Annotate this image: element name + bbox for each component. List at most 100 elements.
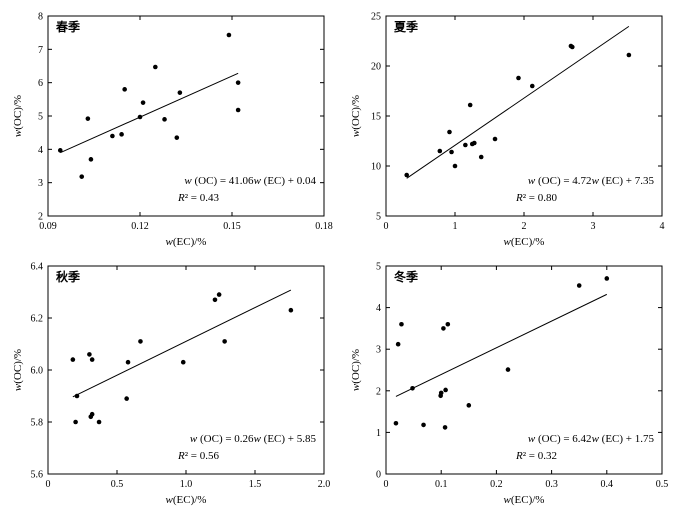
plot-frame [385,265,663,475]
data-point [410,386,415,391]
data-point [122,87,127,92]
x-tick-label: 0.4 [601,479,614,490]
y-tick-label: 0 [376,470,381,481]
data-point [89,357,95,362]
x-axis-label: w(EC)/% [166,494,207,506]
y-tick-label: 25 [371,12,381,23]
data-point [395,341,401,347]
data-point [399,321,404,327]
x-tick-label: 0 [46,479,51,490]
chart-panel-3: 0 0.5 1.0 1.5 2.0 5.6 5.8 6.0 6.2 6.4 秋季 w (OC) = 0… [12,262,330,507]
data-point [87,352,92,357]
data-point [79,174,85,179]
data-point [140,100,146,105]
y-tick-label: 6.2 [31,314,44,325]
data-point [441,326,446,331]
y-tick-label: 15 [371,112,381,123]
data-point [96,419,102,425]
x-tick-label: 1 [453,221,458,232]
y-tick-label: 5.8 [31,418,44,429]
y-tick-label: 20 [371,62,381,73]
data-point [180,359,186,365]
data-point [125,359,131,365]
x-tick-label: 0.12 [131,221,149,232]
y-tick-label: 6 [38,78,43,89]
panel-title: 秋季 [56,269,81,284]
data-point [516,75,521,81]
data-point [472,140,477,146]
regression-equation: w (OC) = 4.72w (EC) + 7.35 [528,175,655,187]
data-point [466,403,472,408]
x-axis-label: w(EC)/% [166,236,207,248]
regression-line [395,293,608,397]
data-point [437,148,443,154]
data-point [235,107,241,113]
y-axis-label: w(OC)/% [12,349,24,391]
x-tick-label: 1.0 [180,479,193,490]
data-point [226,32,232,38]
data-point [447,129,452,135]
x-tick-label: 0.3 [545,479,558,490]
data-point [88,157,94,162]
data-point [505,367,511,372]
x-tick-label: 0.5 [111,479,124,490]
y-axis-label: w(OC)/% [12,95,24,137]
x-tick-label: 0.09 [39,221,57,232]
data-point [445,321,451,327]
y-tick-label: 6.0 [31,366,44,377]
data-point [110,133,115,139]
data-point [492,136,498,142]
data-point [467,102,473,108]
y-tick-label: 5 [38,112,43,123]
x-tick-label: 3 [591,221,596,232]
data-point [137,114,143,120]
panel-title: 冬季 [394,269,419,284]
data-point [442,425,448,430]
chart-panel-1: 0.09 0.12 0.15 0.18 2 3 4 5 6 7 8 春季 w (OC) = 41.06w… [12,12,333,249]
r-squared-label: R² = 0.43 [177,192,219,204]
y-tick-label: 3 [38,178,43,189]
data-point [570,44,575,50]
data-point [212,297,218,303]
data-point [70,357,76,362]
y-axis-label: w(OC)/% [350,349,362,391]
data-point [222,339,227,344]
r-squared-label: R² = 0.32 [515,450,557,462]
data-point [604,276,610,281]
regression-line [406,25,630,179]
x-tick-label: 1.5 [249,479,262,490]
data-point [404,172,410,178]
y-tick-label: 2 [376,386,381,397]
data-point [443,387,448,393]
x-tick-label: 0.2 [490,479,503,490]
data-point [89,411,95,417]
data-point [452,163,458,169]
y-tick-label: 5 [376,212,381,223]
data-point [449,149,454,155]
data-point [288,307,294,313]
regression-line [60,72,239,154]
data-point [463,142,468,148]
y-tick-label: 1 [376,428,381,439]
x-tick-label: 0 [384,221,389,232]
y-tick-label: 10 [371,162,381,173]
data-point [73,419,78,425]
data-point [119,132,124,137]
data-point [478,154,484,160]
x-tick-label: 0.18 [315,221,333,232]
x-tick-label: 0.1 [435,479,448,490]
regression-equation: w (OC) = 0.26w (EC) + 5.85 [190,433,317,445]
y-tick-label: 4 [38,145,43,156]
chart-panel-4: 0 0.1 0.2 0.3 0.4 0.5 0 1 2 3 4 5 冬季 w (OC) = 6.42w (… [350,262,668,507]
x-tick-label: 0.5 [656,479,669,490]
data-point [626,52,632,58]
r-squared-label: R² = 0.80 [515,192,557,204]
data-point [177,90,183,95]
data-point [216,292,222,297]
y-tick-label: 7 [38,45,43,56]
regression-equation: w (OC) = 41.06w (EC) + 0.04 [184,175,316,187]
y-tick-label: 6.4 [31,262,44,273]
x-tick-label: 2.0 [318,479,331,490]
y-tick-label: 8 [38,12,43,23]
